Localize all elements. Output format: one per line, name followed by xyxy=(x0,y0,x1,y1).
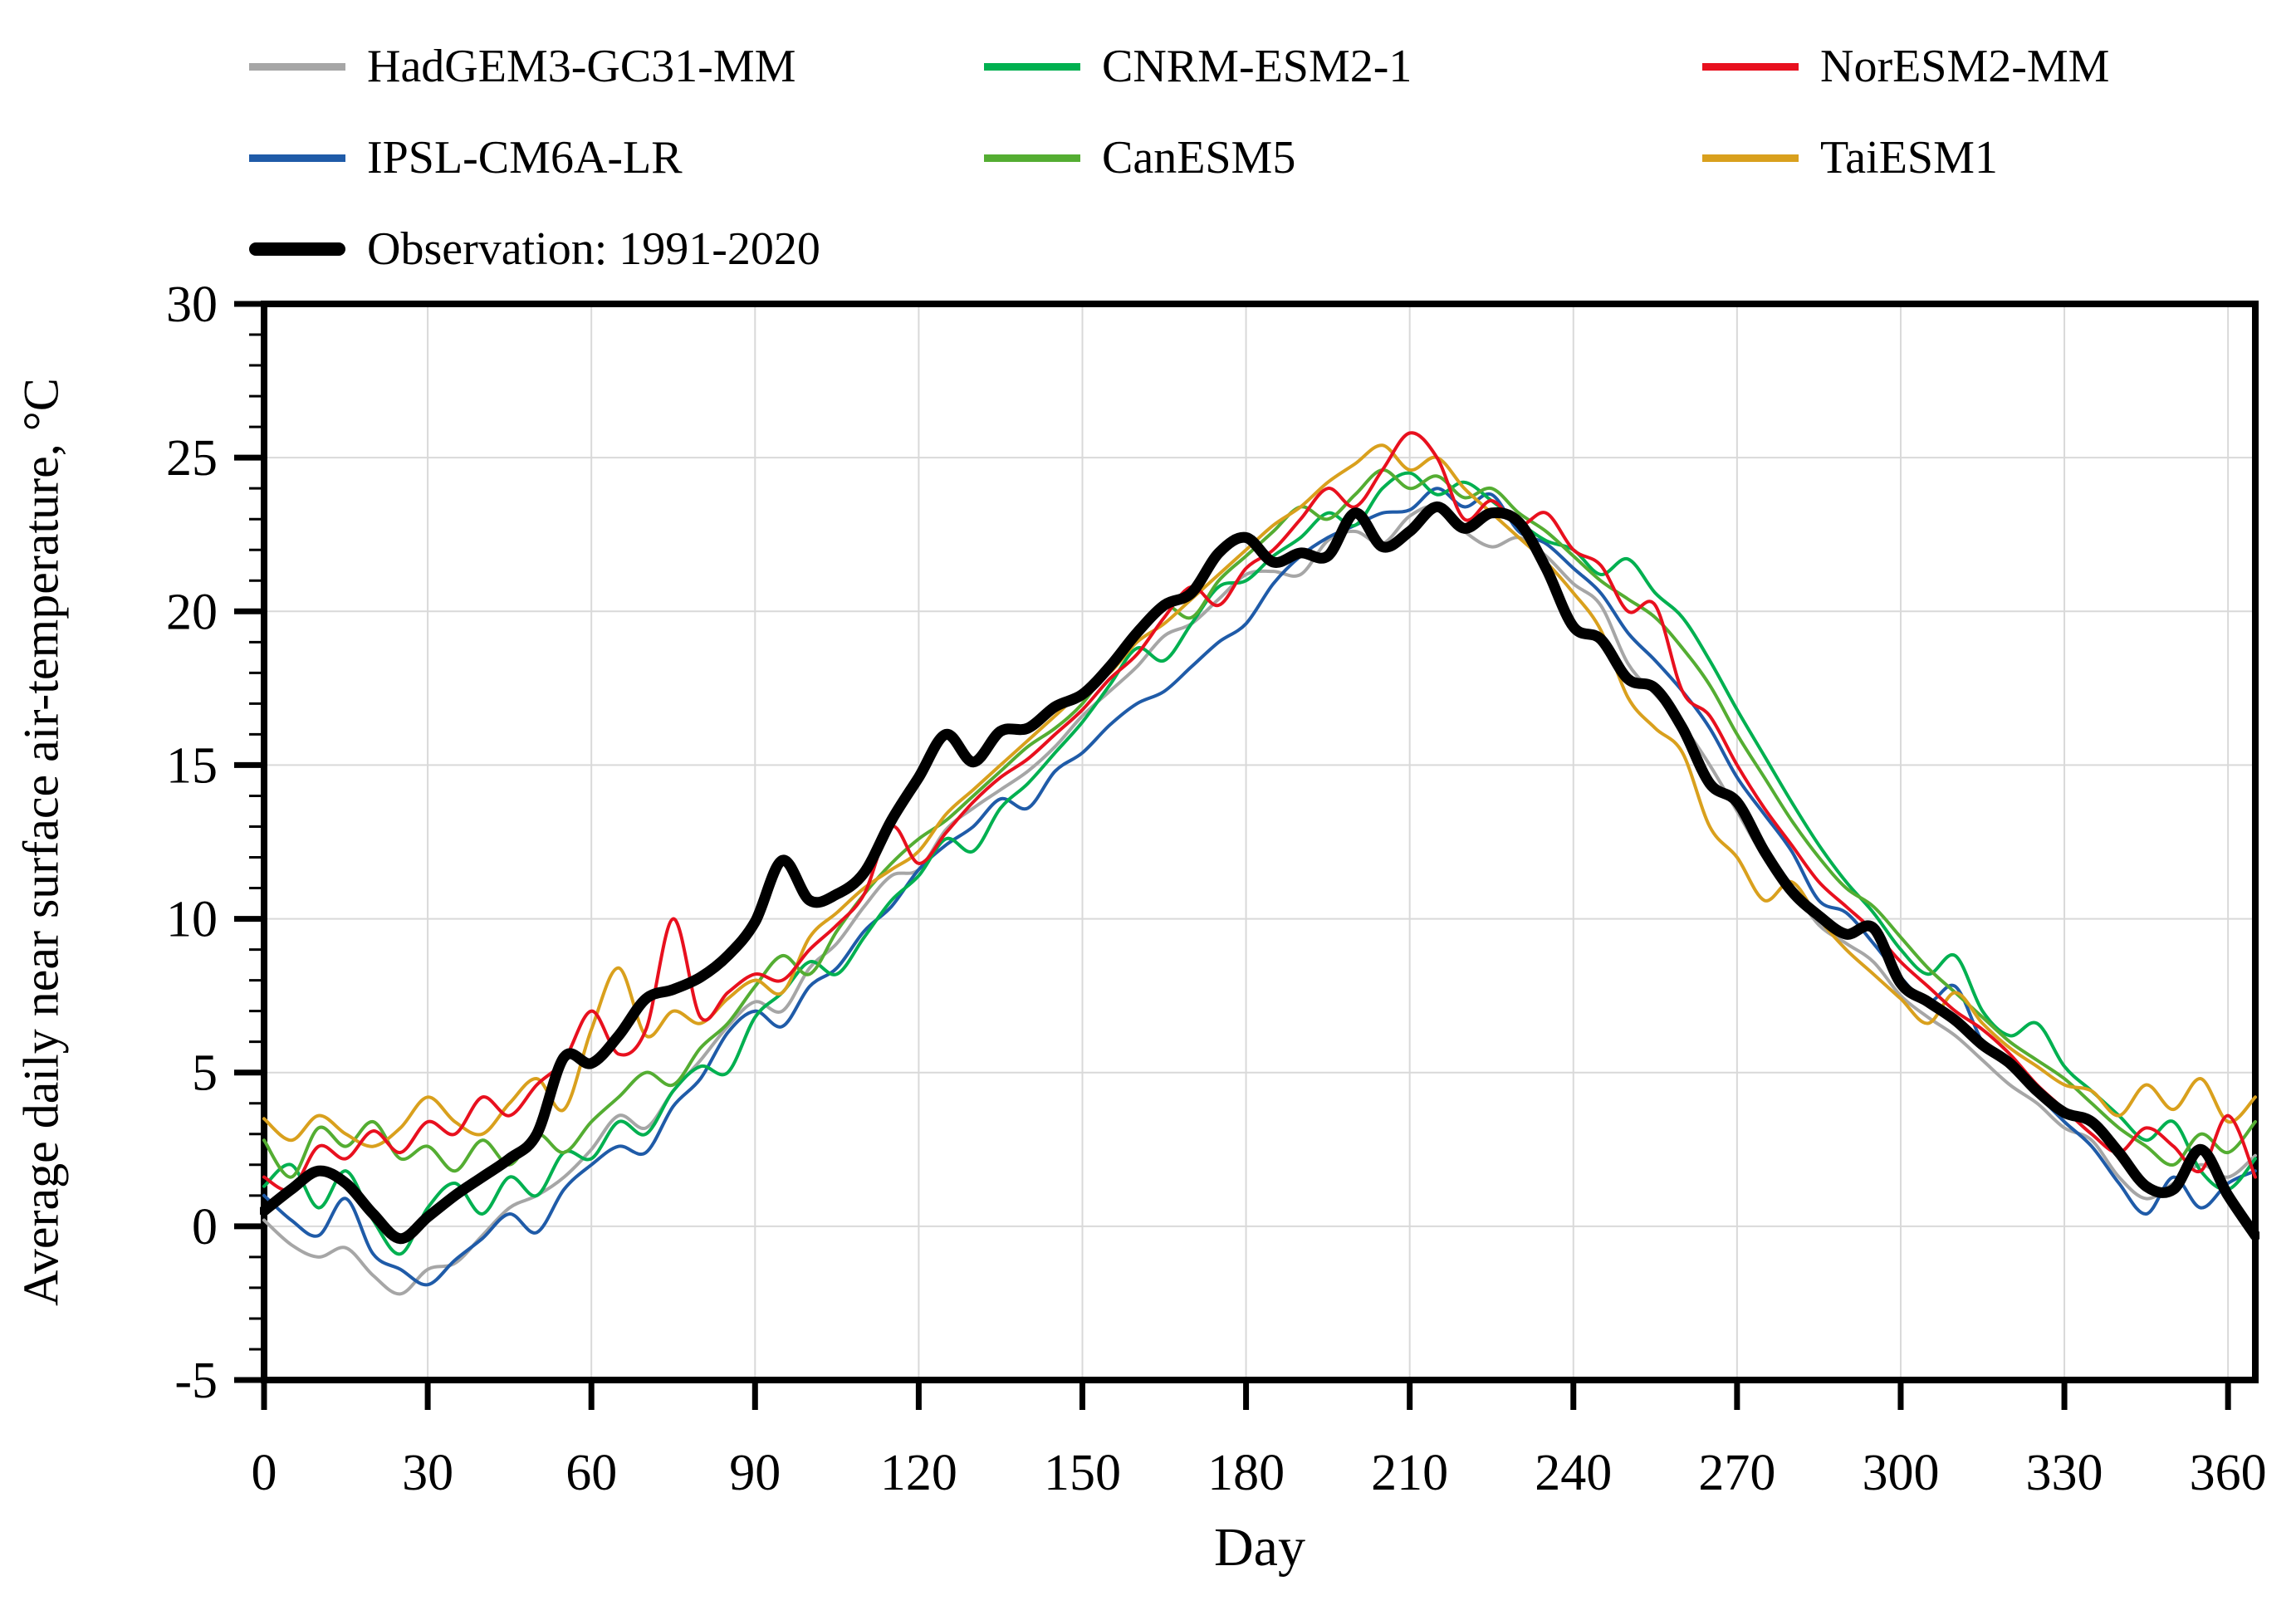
legend-line-swatch xyxy=(984,62,1080,71)
x-tick-label: 180 xyxy=(1207,1445,1285,1501)
legend-line-swatch xyxy=(984,154,1080,162)
legend-label: NorESM2-MM xyxy=(1820,41,2110,92)
x-tick-label: 240 xyxy=(1535,1445,1612,1501)
x-tick-label: 210 xyxy=(1371,1445,1448,1501)
series-line-hadgem3-gc31-mm xyxy=(262,504,2257,1296)
legend-item-taiesm1: TaiESM1 xyxy=(1702,125,2296,191)
legend-label: Observation: 1991-2020 xyxy=(367,223,820,275)
y-tick-label: 5 xyxy=(192,1045,218,1102)
series-line-noresm2-mm xyxy=(262,431,2257,1192)
y-tick-label: 30 xyxy=(166,277,218,333)
y-tick-label: -5 xyxy=(174,1353,218,1409)
x-tick-label: 90 xyxy=(729,1445,781,1501)
gridlines xyxy=(264,304,2255,1380)
chart-legend: HadGEM3-GC31-MM CNRM-ESM2-1 NorESM2-MM I… xyxy=(249,33,2296,282)
legend-label: CNRM-ESM2-1 xyxy=(1102,41,1412,92)
legend-item-noresm2-mm: NorESM2-MM xyxy=(1702,33,2296,100)
legend-item-observation: Observation: 1991-2020 xyxy=(249,216,984,282)
y-tick-label: 0 xyxy=(192,1199,218,1255)
axis-major-ticks xyxy=(234,301,2231,1410)
y-axis-title: Average daily near surface air-temperatu… xyxy=(13,378,69,1306)
y-tick-label: 20 xyxy=(166,584,218,640)
x-tick-label: 360 xyxy=(2190,1445,2267,1501)
x-tick-label: 60 xyxy=(565,1445,617,1501)
x-tick-label: 300 xyxy=(1862,1445,1939,1501)
legend-line-swatch xyxy=(249,154,345,162)
y-tick-label: 15 xyxy=(166,737,218,794)
x-tick-label: 270 xyxy=(1698,1445,1775,1501)
x-tick-label: 330 xyxy=(2026,1445,2103,1501)
series-line-observation-1991-2020 xyxy=(260,501,2259,1245)
legend-label: TaiESM1 xyxy=(1820,132,1998,184)
x-tick-label: 150 xyxy=(1044,1445,1121,1501)
legend-label: HadGEM3-GC31-MM xyxy=(367,41,796,92)
legend-item-cnrm-esm2-1: CNRM-ESM2-1 xyxy=(984,33,1702,100)
legend-item-canesm5: CanESM5 xyxy=(984,125,1702,191)
series-line-cnrm-esm2-1 xyxy=(262,471,2257,1256)
tick-labels: 30 25 20 15 10 5 0 -5 0 30 60 90 120 150 180 210 240 270 3… xyxy=(166,277,2267,1501)
legend-line-swatch xyxy=(1702,62,1799,71)
y-tick-label: 10 xyxy=(166,892,218,948)
plot-frame xyxy=(261,301,2259,1383)
legend-line-swatch xyxy=(1702,154,1799,162)
x-tick-label: 30 xyxy=(402,1445,453,1501)
legend-item-ipsl-cm6a-lr: IPSL-CM6A-LR xyxy=(249,125,984,191)
legend-label: IPSL-CM6A-LR xyxy=(367,132,683,184)
y-tick-label: 25 xyxy=(166,430,218,487)
legend-line-swatch xyxy=(249,242,345,256)
x-axis-title: Day xyxy=(1214,1517,1305,1578)
series-line-ipsl-cm6a-lr xyxy=(262,487,2257,1287)
x-tick-label: 0 xyxy=(252,1445,277,1501)
legend-label: CanESM5 xyxy=(1102,132,1296,184)
x-tick-label: 120 xyxy=(880,1445,957,1501)
legend-line-swatch xyxy=(249,62,345,71)
legend-item-hadgem3-gc31-mm: HadGEM3-GC31-MM xyxy=(249,33,984,100)
